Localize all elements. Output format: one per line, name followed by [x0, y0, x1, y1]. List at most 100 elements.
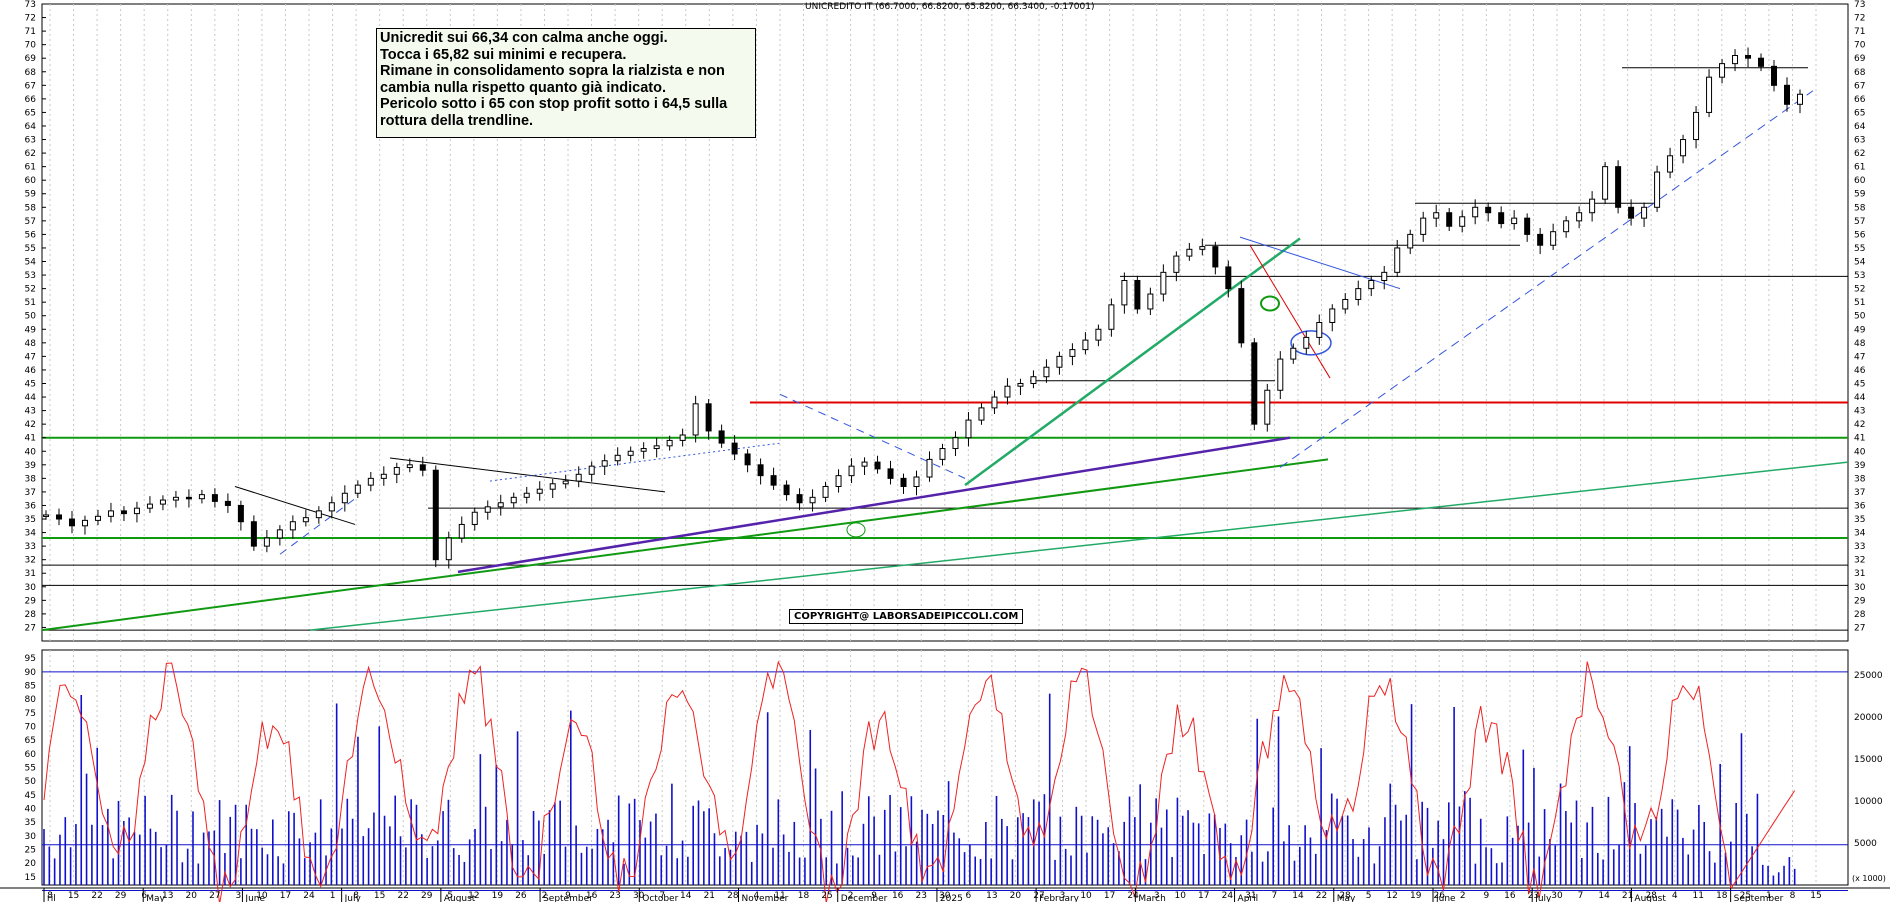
circle-marker-apr-blue — [1290, 330, 1332, 356]
candle-body — [1082, 339, 1089, 351]
osc-tick-label: 15 — [25, 873, 36, 883]
candle-body — [432, 469, 439, 561]
y-tick-label-left: 72 — [25, 14, 36, 24]
y-tick-label-left: 28 — [25, 610, 37, 620]
y-tick-label-right: 50 — [1854, 312, 1866, 322]
candle-body — [952, 437, 959, 450]
x-month-label: May — [146, 894, 165, 902]
y-tick-label-right: 33 — [1854, 542, 1865, 552]
candle-body — [484, 506, 491, 513]
y-tick-label-left: 46 — [25, 366, 37, 376]
candle-body — [1706, 76, 1713, 113]
y-tick-label-right: 63 — [1854, 136, 1865, 146]
candle-body — [1524, 217, 1531, 235]
candle-body — [237, 504, 244, 523]
candle-body — [1615, 166, 1622, 208]
y-tick-label-left: 29 — [25, 596, 37, 606]
y-tick-label-right: 44 — [1854, 393, 1866, 403]
x-day-tick: 27 — [209, 891, 220, 901]
candle-body — [1264, 389, 1271, 425]
circle-marker-nov — [846, 522, 866, 538]
y-tick-label-right: 27 — [1854, 623, 1865, 633]
candle-body — [1459, 216, 1466, 227]
trend-dotted-august — [489, 442, 781, 482]
x-month-label: June — [244, 894, 265, 902]
x-month-label: April — [1238, 894, 1259, 902]
y-tick-label-right: 73 — [1854, 0, 1865, 10]
x-month-label: November — [741, 894, 788, 902]
candle-body — [81, 519, 88, 527]
y-tick-label-right: 58 — [1854, 203, 1866, 213]
y-tick-label-right: 43 — [1854, 407, 1865, 417]
y-tick-label-left: 61 — [25, 163, 36, 173]
uptrend-teal-long — [309, 461, 1849, 631]
candle-body — [211, 494, 218, 502]
y-tick-label-left: 68 — [25, 68, 37, 78]
candle-body — [1329, 308, 1336, 323]
candle-body — [653, 445, 660, 450]
x-day-tick: 14 — [1598, 891, 1610, 901]
candle-body — [1199, 246, 1206, 250]
x-day-tick: 22 — [1316, 891, 1327, 901]
y-tick-label-right: 47 — [1854, 352, 1865, 362]
y-tick-label-right: 41 — [1854, 434, 1865, 444]
candle-body — [1225, 266, 1232, 290]
y-tick-label-right: 57 — [1854, 217, 1865, 227]
x-day-tick: 16 — [892, 891, 904, 901]
x-day-tick: 8 — [353, 891, 359, 901]
oscillator-series — [43, 660, 1796, 905]
candle-body — [965, 419, 972, 439]
x-day-tick: 29 — [421, 891, 433, 901]
candle-body — [1732, 55, 1739, 65]
y-tick-label-right: 61 — [1854, 163, 1865, 173]
y-tick-label-left: 47 — [25, 352, 36, 362]
x-month-label: February — [1039, 894, 1080, 902]
candle-body — [770, 475, 777, 486]
downtrend-red — [1249, 244, 1331, 379]
osc-tick-label: 65 — [25, 736, 36, 746]
volume-tick-label: 20000 — [1854, 713, 1883, 723]
candle-body — [627, 450, 634, 456]
candle-body — [861, 461, 868, 467]
candle-body — [523, 492, 530, 498]
candle-body — [1485, 206, 1492, 214]
candle-body — [549, 483, 556, 490]
x-month-label: August — [444, 894, 476, 902]
candle-body — [1147, 293, 1154, 310]
candle-body — [640, 448, 647, 452]
x-day-tick: 14 — [1292, 891, 1304, 901]
candle-body — [198, 494, 205, 500]
candle-body — [1186, 248, 1193, 257]
y-tick-label-left: 31 — [25, 569, 36, 579]
candle-body — [913, 476, 920, 487]
candle-body — [224, 500, 231, 506]
x-day-tick: 12 — [468, 891, 479, 901]
volume-tick-label: 15000 — [1854, 755, 1883, 765]
x-day-tick: 1 — [330, 891, 336, 901]
volume-tick-label: 10000 — [1854, 797, 1883, 807]
candle-body — [445, 537, 452, 561]
candle-body — [510, 496, 517, 504]
candle-body — [679, 434, 686, 441]
y-tick-label-left: 58 — [25, 203, 37, 213]
y-tick-label-right: 36 — [1854, 501, 1866, 511]
y-tick-label-right: 49 — [1854, 325, 1866, 335]
x-day-tick: 7 — [1578, 891, 1584, 901]
x-day-tick: 7 — [1272, 891, 1278, 901]
candle-body — [1680, 139, 1687, 157]
candle-body — [1212, 246, 1219, 268]
candle-body — [978, 407, 985, 421]
uptrend-teal-steep — [964, 237, 1301, 487]
candle-body — [146, 503, 153, 509]
y-tick-label-left: 32 — [25, 556, 36, 566]
y-tick-label-left: 38 — [25, 474, 37, 484]
x-day-tick: 15 — [374, 891, 385, 901]
x-day-tick: 21 — [1622, 891, 1633, 901]
x-day-tick: 8 — [47, 891, 53, 901]
x-day-tick: 20 — [1010, 891, 1022, 901]
copyright-label: COPYRIGHT@ LABORSADEIPICCOLI.COM — [789, 609, 1024, 624]
osc-tick-label: 95 — [25, 654, 36, 664]
candle-body — [822, 485, 829, 498]
y-tick-label-left: 51 — [25, 298, 36, 308]
candle-body — [276, 529, 283, 539]
